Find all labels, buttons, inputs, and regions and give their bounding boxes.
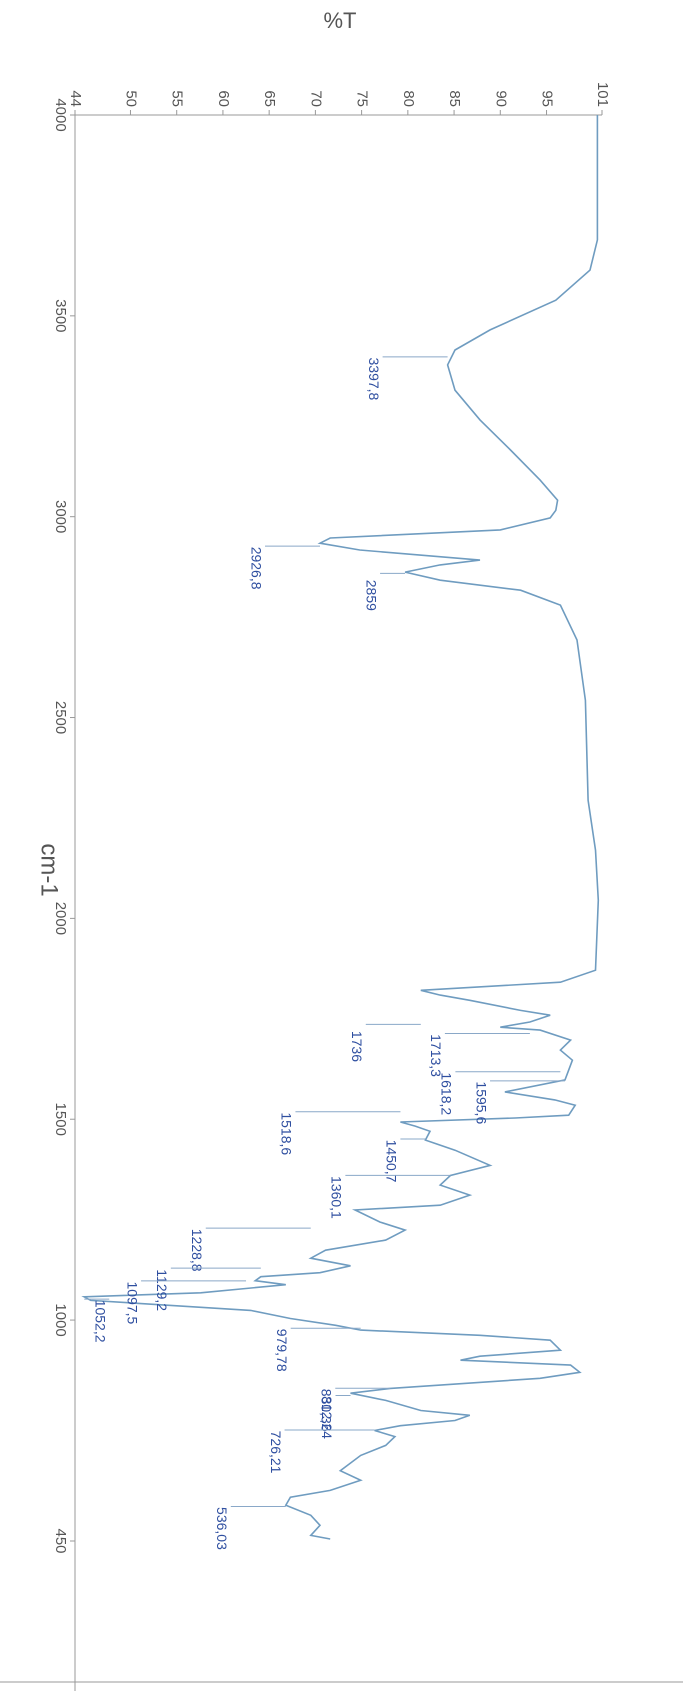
peak-label: 1228,8 <box>189 1229 205 1272</box>
peak-label: 812,24 <box>319 1396 335 1439</box>
peak-label: 1713,3 <box>428 1034 444 1077</box>
y-tick-label: 44 <box>67 90 84 107</box>
peak-label: 1097,5 <box>124 1281 140 1324</box>
peak-label: 1736 <box>349 1031 365 1062</box>
peak-label: 830,36 <box>319 1389 335 1432</box>
y-tick-label: 70 <box>307 90 324 107</box>
y-tick-label: 85 <box>446 90 463 107</box>
spectrum-line <box>81 115 600 1540</box>
peak-label: 1618,2 <box>439 1072 455 1115</box>
x-tick-label: 450 <box>52 1528 69 1553</box>
x-axis-label: cm-1 <box>36 843 63 896</box>
peak-label: 1360,1 <box>329 1176 345 1219</box>
peak-label: 979,78 <box>274 1329 290 1372</box>
peak-label: 1450,7 <box>384 1140 400 1183</box>
x-tick-label: 1500 <box>52 1103 69 1136</box>
y-tick-label: 65 <box>261 90 278 107</box>
peak-label: 1052,2 <box>93 1300 109 1343</box>
peak-label: 2859 <box>363 580 379 611</box>
peak-label: 1518,6 <box>279 1112 295 1155</box>
peak-label: 3397,8 <box>366 357 382 400</box>
peak-label: 1129,2 <box>154 1269 170 1311</box>
y-tick-label: 50 <box>123 90 140 107</box>
x-tick-label: 3500 <box>52 299 69 332</box>
y-tick-label: 75 <box>354 90 371 107</box>
y-tick-label: 90 <box>492 90 509 107</box>
x-tick-label: 3000 <box>52 500 69 533</box>
x-tick-label: 1000 <box>52 1303 69 1336</box>
y-tick-label: 101 <box>594 82 611 107</box>
y-axis-label: %T <box>324 8 357 33</box>
x-tick-label: 2500 <box>52 701 69 734</box>
peak-label: 1595,6 <box>473 1081 489 1124</box>
y-tick-label: 95 <box>539 90 556 107</box>
peak-label: 2926,8 <box>248 547 264 590</box>
peak-label: 726,21 <box>268 1431 284 1474</box>
peak-label: 536,03 <box>214 1507 230 1550</box>
y-tick-label: 80 <box>400 90 417 107</box>
x-tick-label: 2000 <box>52 902 69 935</box>
y-tick-label: 55 <box>169 90 186 107</box>
x-tick-label: 4000 <box>52 98 69 131</box>
y-tick-label: 60 <box>215 90 232 107</box>
